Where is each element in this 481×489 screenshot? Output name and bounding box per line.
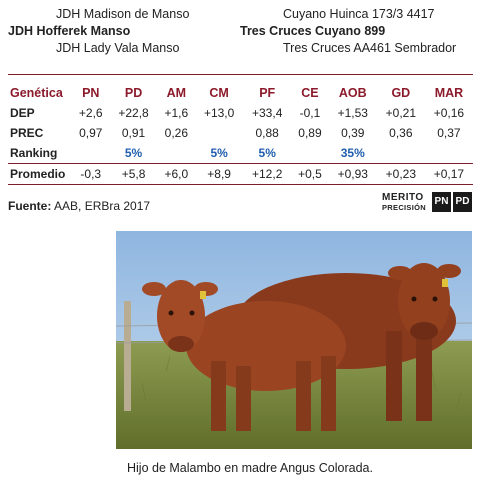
table-row-dep: DEP +2,6 +22,8 +1,6 +13,0 +33,4 -0,1 +1,…	[8, 103, 473, 123]
col-header: PN	[82, 85, 100, 100]
table-cell	[72, 143, 110, 164]
logo-box-pd: PD	[453, 192, 472, 212]
pedigree-dam-dam: Tres Cruces AA461 Sembrador	[283, 41, 457, 55]
table-cell: 0,97	[79, 126, 103, 140]
table-cell	[195, 123, 243, 143]
table-header-label: Genética	[10, 85, 63, 100]
source-line: Fuente: AAB, ERBra 2017	[8, 199, 150, 213]
col-header: MAR	[434, 85, 464, 100]
col-header: AOB	[338, 85, 367, 100]
table-cell: 5%	[258, 146, 276, 160]
table-cell: -0,3	[72, 163, 110, 185]
pedigree-dam-sire: Cuyano Huinca 173/3 4417	[283, 7, 435, 21]
col-header: PF	[259, 85, 276, 100]
genetics-table: Genética PN PD AM CM PF CE AOB GD MAR DE…	[8, 82, 473, 185]
row-label: PREC	[10, 126, 44, 140]
table-cell	[291, 143, 329, 164]
table-cell: 5%	[210, 146, 228, 160]
table-cell: +5,8	[109, 163, 158, 185]
table-cell: 0,91	[121, 126, 146, 140]
pedigree-sire: JDH Hofferek Manso	[8, 24, 131, 38]
table-cell: +0,16	[433, 106, 465, 120]
table-cell: +8,9	[195, 163, 244, 185]
table-cell: 0,89	[298, 126, 322, 140]
col-header: PD	[124, 85, 143, 100]
col-header: AM	[166, 85, 187, 100]
cattle-photo-illustration	[116, 231, 472, 449]
table-cell: 0,39	[341, 126, 365, 140]
col-header: CM	[209, 85, 229, 100]
table-cell: +1,6	[164, 106, 189, 120]
table-cell: 0,26	[164, 126, 189, 140]
photo-caption: Hijo de Malambo en madre Angus Colorada.	[127, 461, 373, 475]
source-text: AAB, ERBra 2017	[54, 199, 151, 213]
table-cell: +0,21	[385, 106, 417, 120]
table-cell: 0,37	[437, 126, 461, 140]
table-cell: +0,5	[291, 163, 329, 185]
pedigree: JDH Madison de Manso JDH Hofferek Manso …	[0, 0, 481, 68]
table-cell: +0,17	[424, 163, 473, 185]
table-cell	[377, 143, 425, 164]
table-cell: +1,53	[337, 106, 368, 120]
table-row-prec: PREC 0,97 0,91 0,26 0,88 0,89 0,39 0,36 …	[8, 123, 473, 143]
merito-precision-logo: MERITO PRECISIÓN PN PD	[382, 191, 474, 215]
source-label: Fuente:	[8, 199, 52, 213]
table-cell: +6,0	[157, 163, 196, 185]
col-header: GD	[391, 85, 411, 100]
table-cell: +33,4	[252, 106, 283, 120]
table-row-ranking: Ranking 5% 5% 5% 35%	[8, 143, 473, 164]
pedigree-sire-sire: JDH Madison de Manso	[56, 7, 190, 21]
row-label: DEP	[10, 106, 35, 120]
table-cell: 5%	[124, 146, 143, 160]
pedigree-sire-dam: JDH Lady Vala Manso	[56, 41, 180, 55]
top-rule	[8, 74, 473, 75]
table-cell: -0,1	[299, 106, 321, 120]
table-cell	[425, 143, 473, 164]
table-cell: 0,88	[255, 126, 279, 140]
cattle-photo	[116, 231, 472, 449]
logo-line1: MERITO	[382, 192, 424, 203]
row-label: Ranking	[10, 146, 58, 160]
table-cell: 35%	[340, 146, 365, 160]
table-cell: +2,6	[78, 106, 103, 120]
table-cell: +0,23	[376, 163, 425, 185]
table-cell: +0,93	[328, 163, 377, 185]
table-cell: +12,2	[243, 163, 292, 185]
row-label: Promedio	[8, 163, 72, 185]
logo-line2: PRECISIÓN	[382, 203, 426, 212]
logo-box-pn: PN	[432, 192, 451, 212]
table-header-row: Genética PN PD AM CM PF CE AOB GD MAR	[8, 82, 473, 103]
col-header: CE	[301, 85, 319, 100]
table-cell	[158, 143, 196, 164]
table-row-promedio: Promedio -0,3 +5,8 +6,0 +8,9 +12,2 +0,5 …	[8, 163, 473, 185]
pedigree-dam: Tres Cruces Cuyano 899	[240, 24, 386, 38]
table-cell: +13,0	[203, 106, 235, 120]
table-cell: +22,8	[118, 106, 149, 120]
table-cell: 0,36	[389, 126, 413, 140]
